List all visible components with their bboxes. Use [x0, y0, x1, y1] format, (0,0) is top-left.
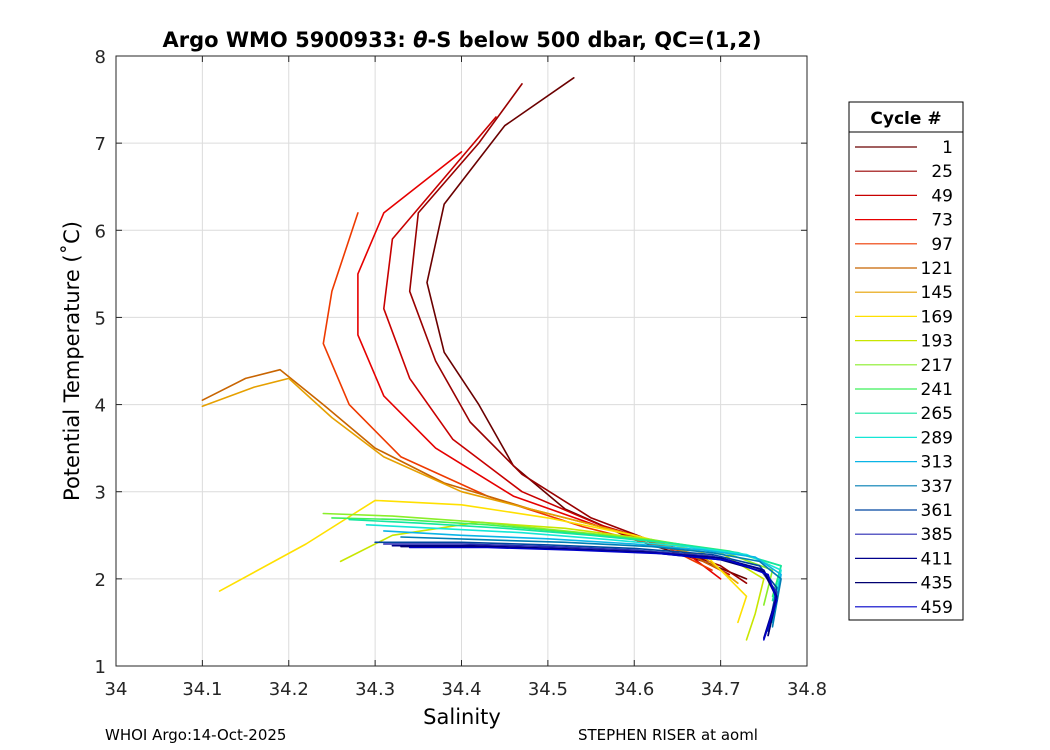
y-tick-label: 8: [95, 47, 106, 68]
x-tick-label: 34.8: [787, 679, 827, 700]
series-line-cycle-361: [374, 541, 778, 632]
y-tick-label: 2: [95, 570, 106, 591]
x-axis-label: Salinity: [423, 705, 501, 729]
series-line-cycle-145: [201, 377, 739, 585]
legend-label-cycle-411: 411: [921, 549, 953, 569]
y-tick-label: 5: [95, 308, 106, 329]
series-line-cycle-289: [365, 523, 782, 615]
x-tick-label: 34.6: [614, 679, 654, 700]
legend-label-cycle-121: 121: [921, 259, 953, 279]
y-tick-label: 7: [95, 134, 106, 155]
series-line-cycle-265: [348, 518, 782, 602]
x-tick-label: 34: [105, 679, 128, 700]
legend-label-cycle-337: 337: [921, 477, 953, 497]
legend-label-cycle-265: 265: [921, 404, 953, 424]
legend-label-cycle-361: 361: [921, 501, 953, 521]
series-line-cycle-459: [408, 546, 778, 641]
legend-label-cycle-49: 49: [931, 186, 953, 206]
legend-label-cycle-193: 193: [921, 332, 953, 352]
x-tick-label: 34.7: [701, 679, 741, 700]
y-tick-label: 4: [95, 396, 106, 417]
x-tick-label: 34.2: [269, 679, 309, 700]
chart-title: Argo WMO 5900933: θ-S below 500 dbar, QC…: [162, 28, 761, 52]
legend-label-cycle-169: 169: [921, 307, 953, 327]
legend: Cycle # 1 25 49 73 97 121 145 169 193 217 241 265 28…: [848, 101, 964, 621]
legend-label-cycle-385: 385: [921, 525, 953, 545]
legend-label-cycle-289: 289: [921, 428, 953, 448]
tick-layer: 34 34.1 34.2 34.3 34.4 34.5 34.6 34.7 34.8123456…: [95, 47, 827, 700]
x-tick-label: 34.3: [355, 679, 395, 700]
legend-label-cycle-241: 241: [921, 380, 953, 400]
series-line-cycle-313: [382, 530, 782, 624]
legend-label-cycle-217: 217: [921, 356, 953, 376]
y-axis-label: Potential Temperature (˚C): [60, 221, 84, 501]
series-line-cycle-169: [218, 499, 748, 624]
legend-title: Cycle #: [870, 109, 941, 129]
y-tick-label: 1: [95, 657, 106, 678]
series-line-cycle-337: [400, 536, 782, 628]
footer-right-credit: STEPHEN RISER at aoml: [578, 726, 758, 744]
series-layer: [201, 77, 782, 641]
x-tick-label: 34.4: [441, 679, 481, 700]
series-line-cycle-217: [322, 512, 774, 606]
series-line-cycle-97: [322, 212, 713, 571]
legend-label-cycle-145: 145: [921, 283, 953, 303]
y-tick-label: 3: [95, 483, 106, 504]
legend-label-cycle-435: 435: [921, 574, 953, 594]
x-tick-label: 34.5: [528, 679, 568, 700]
y-tick-label: 6: [95, 221, 106, 242]
legend-label-cycle-25: 25: [931, 162, 953, 182]
legend-label-cycle-313: 313: [921, 453, 953, 473]
legend-label-cycle-73: 73: [931, 211, 953, 231]
footer-left-credit: WHOI Argo:14-Oct-2025: [105, 726, 287, 744]
legend-label-cycle-459: 459: [921, 598, 953, 618]
legend-label-cycle-1: 1: [942, 138, 953, 158]
legend-entries: 1 25 49 73 97 121 145 169 193 217 241 265 289 313 337 3…: [855, 138, 953, 618]
x-tick-label: 34.1: [182, 679, 222, 700]
legend-label-cycle-97: 97: [931, 235, 953, 255]
series-line-cycle-385: [382, 543, 778, 637]
